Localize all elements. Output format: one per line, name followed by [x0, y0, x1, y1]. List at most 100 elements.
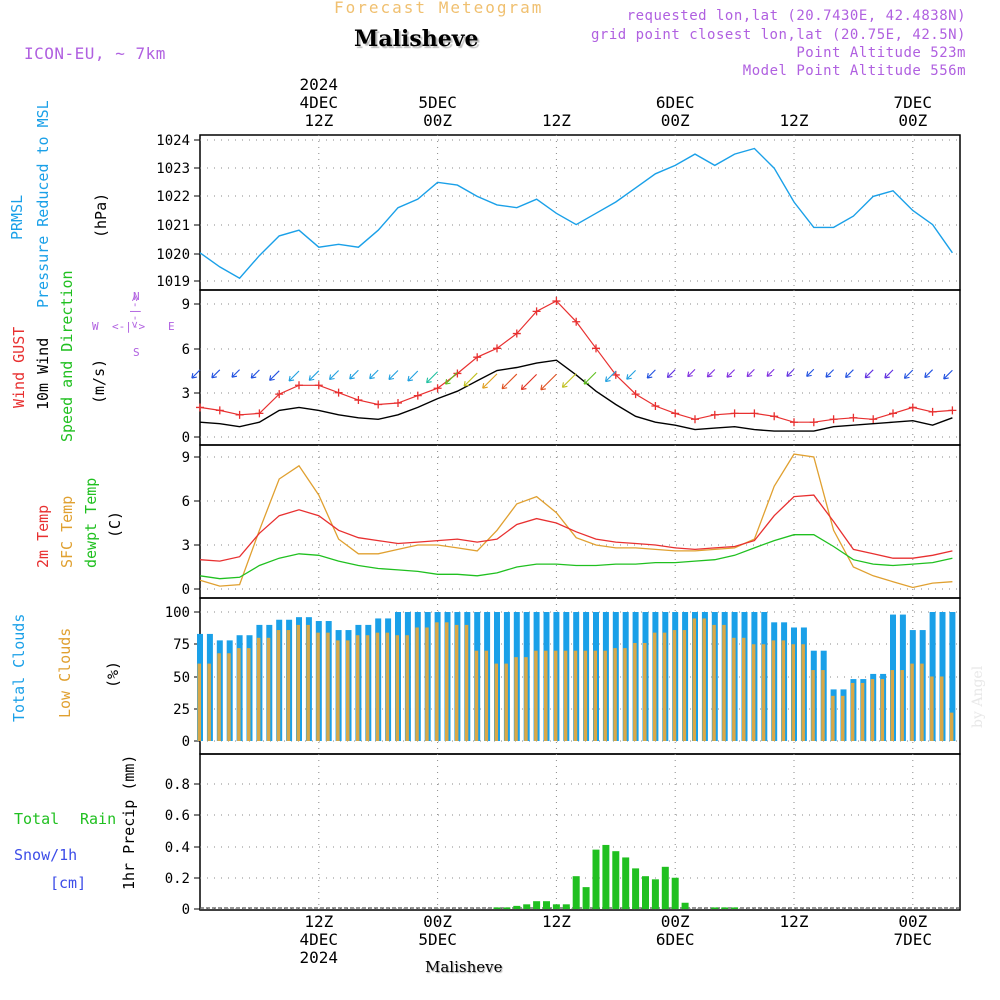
wind-arrowhead — [583, 379, 590, 385]
pressure-line — [199, 147, 953, 280]
wind-arrow — [786, 368, 795, 377]
low-clouds-bar — [603, 650, 607, 741]
gust-marker — [869, 415, 878, 424]
sfc-temp-line — [199, 453, 953, 589]
low-clouds-bar — [514, 657, 518, 741]
wind-arrowhead — [288, 375, 295, 382]
low-clouds-bar — [732, 637, 736, 741]
low-clouds-bar — [197, 663, 201, 741]
y-tick-label: 0 — [182, 430, 190, 446]
y-tick-label: 0.4 — [165, 840, 190, 856]
low-clouds-bar — [454, 624, 459, 741]
y-tick-label: 0.8 — [165, 777, 190, 793]
low-clouds-bar — [850, 682, 855, 741]
low-clouds-bar — [316, 632, 320, 741]
gust-marker — [196, 403, 204, 412]
bottom-tick-label: 4DEC — [299, 930, 339, 949]
gust-marker — [889, 409, 897, 418]
low-clouds-bar — [435, 622, 439, 741]
top-tick-label: 7DEC — [893, 93, 933, 112]
gridpoint-coords: grid point closest lon,lat (20.75E, 42.5… — [590, 27, 966, 43]
low-clouds-bar — [336, 640, 340, 741]
dewpt-line — [199, 534, 953, 580]
place-name: Malisheve — [354, 26, 479, 52]
wind-arrow — [884, 369, 894, 379]
wind-arrowhead — [308, 375, 315, 381]
wind-arrow — [308, 370, 320, 381]
low-clouds-bar — [771, 640, 776, 741]
wind-arrow — [388, 370, 399, 380]
wind-arrowhead — [786, 371, 793, 377]
gust-marker — [334, 388, 343, 397]
wind-arrow — [806, 368, 815, 377]
gust-marker — [651, 401, 660, 410]
wind-arrowhead — [520, 384, 527, 391]
gust-marker — [552, 297, 561, 306]
wind-arrowhead — [943, 373, 949, 380]
bottom-tick-label: 00Z — [898, 912, 928, 931]
wind-arrowhead — [687, 371, 693, 378]
gust-marker — [671, 409, 680, 418]
low-clouds-bar — [662, 632, 667, 741]
wind-arrow — [864, 369, 874, 379]
wind-arrowhead — [445, 379, 451, 385]
wind-arrowhead — [250, 372, 257, 379]
wind-arrowhead — [501, 383, 508, 390]
low-clouds-bar — [652, 632, 657, 741]
bottom-tick-label: 00Z — [660, 912, 690, 931]
low-clouds-bar — [425, 627, 429, 741]
low-clouds-bar — [633, 642, 637, 741]
precip-bar — [721, 907, 729, 909]
gust-marker — [394, 399, 402, 408]
wind-line — [199, 359, 953, 432]
gust-marker — [453, 369, 462, 378]
precip-bar — [543, 901, 550, 909]
precip-bar — [642, 876, 649, 909]
wind-arrowhead — [231, 372, 238, 378]
wind-arrow — [407, 370, 419, 382]
y-tick-label: 6 — [182, 342, 190, 358]
low-clouds-bar — [207, 663, 211, 741]
wind-arrow — [269, 370, 280, 381]
panel-frame — [199, 444, 961, 599]
precip-bar — [552, 904, 560, 909]
y-tick-label: 9 — [182, 297, 190, 313]
low-clouds-bar — [811, 670, 815, 741]
low-clouds-bar — [949, 712, 954, 741]
bottom-tick-label: 7DEC — [893, 930, 933, 949]
wind-arrow — [288, 370, 300, 382]
low-clouds-bar — [940, 676, 944, 741]
gust-marker — [710, 410, 719, 419]
wind-arrows — [191, 368, 953, 391]
low-clouds-bar — [217, 653, 221, 741]
low-clouds-bar — [910, 663, 914, 741]
gust-marker — [235, 410, 244, 419]
low-clouds-bar — [365, 635, 370, 741]
temp2m-line — [199, 494, 953, 562]
low-clouds-bar — [563, 650, 568, 741]
precip-bar — [533, 901, 541, 909]
y-tick-label: 75 — [173, 637, 190, 653]
top-tick-label: 00Z — [898, 111, 928, 130]
precip-bar — [661, 866, 669, 909]
gust-marker — [928, 407, 937, 416]
wind-arrow — [349, 369, 359, 380]
gust-marker — [275, 390, 284, 399]
y-tick-label: 0.2 — [165, 871, 190, 887]
gust-marker — [433, 384, 442, 393]
wind-arrow — [501, 373, 518, 390]
wind-arrowhead — [482, 383, 488, 389]
precip-bar — [582, 887, 590, 909]
low-clouds-bar — [247, 648, 251, 741]
wind-arrowhead — [604, 376, 611, 383]
wind-arrowhead — [825, 372, 832, 378]
low-clouds-bar — [237, 648, 241, 741]
bottom-tick-label: 2024 — [299, 948, 339, 967]
low-clouds-bar — [355, 635, 360, 741]
gust-marker — [354, 396, 363, 405]
y-tick-label: 0 — [182, 582, 190, 598]
wind-arrow — [426, 371, 438, 384]
low-clouds-bar — [266, 637, 271, 741]
panel-frame — [199, 289, 961, 446]
